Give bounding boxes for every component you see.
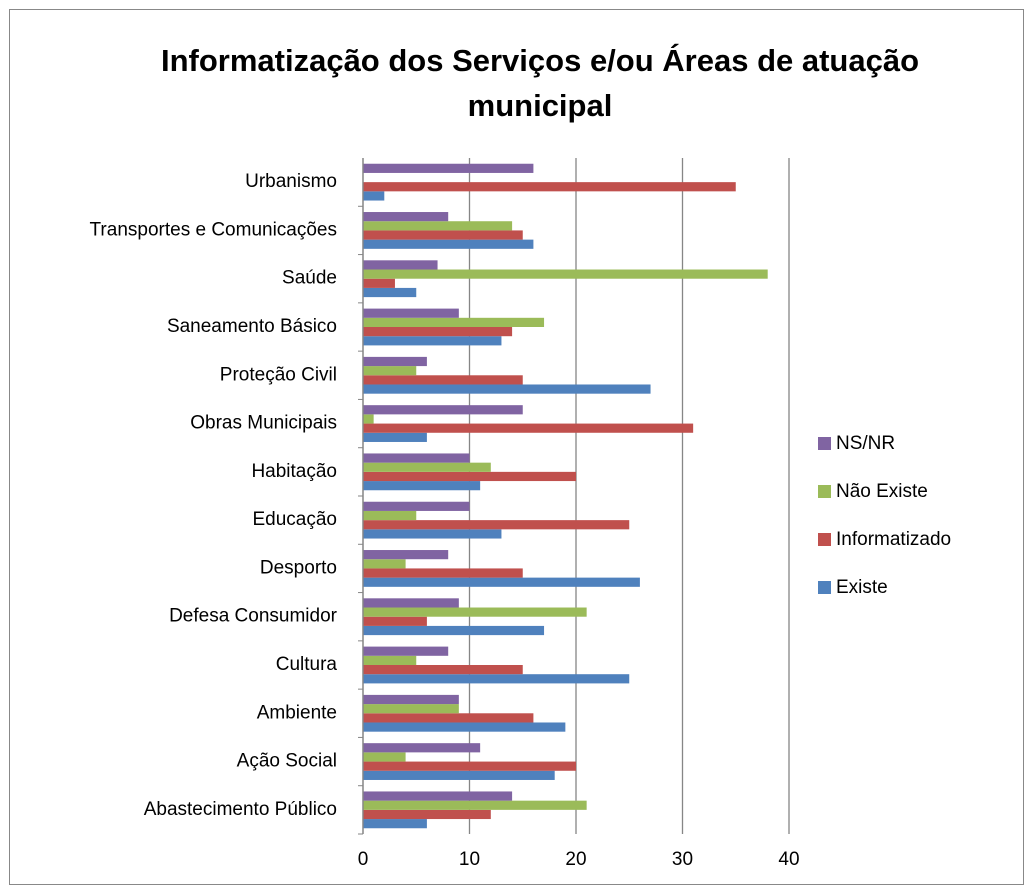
bar — [363, 770, 555, 780]
bar — [363, 520, 630, 530]
legend-swatch — [818, 581, 831, 594]
y-tick-label: Abastecimento Público — [144, 799, 337, 820]
bar — [363, 384, 651, 394]
bar — [363, 791, 513, 801]
bar — [363, 212, 449, 222]
y-tick-label: Obras Municipais — [190, 413, 337, 434]
bar — [363, 529, 502, 539]
bar — [363, 501, 470, 511]
bar — [363, 462, 491, 472]
y-tick-label: Saneamento Básico — [167, 316, 337, 337]
bar — [363, 694, 459, 705]
legend-label: NS/NR — [836, 433, 895, 454]
x-tick-label: 40 — [778, 849, 799, 870]
bar — [363, 674, 630, 684]
bar — [363, 800, 587, 810]
bar — [363, 269, 768, 279]
bar — [363, 577, 640, 587]
x-tick-label: 0 — [358, 849, 369, 870]
y-tick-label: Cultura — [276, 654, 338, 675]
bar — [363, 260, 438, 270]
bar — [363, 761, 576, 771]
y-tick-label: Ambiente — [257, 702, 337, 723]
bar — [363, 230, 523, 240]
bar — [363, 308, 459, 318]
y-tick-label: Habitação — [251, 461, 337, 482]
bar — [363, 191, 385, 201]
legend-label: Não Existe — [836, 481, 928, 502]
bar — [363, 471, 576, 482]
legend-label: Informatizado — [836, 529, 951, 550]
y-tick-label: Desporto — [260, 557, 337, 578]
bar — [363, 414, 374, 424]
bar — [363, 317, 545, 327]
chart-title: Informatização dos Serviços e/ou Áreas d… — [160, 43, 920, 123]
bar — [363, 607, 587, 617]
chart-border — [9, 9, 1024, 885]
x-tick-label: 20 — [565, 849, 586, 870]
bar — [363, 559, 406, 569]
y-tick-label: Saúde — [282, 268, 337, 289]
bar — [363, 704, 459, 714]
bar — [363, 375, 523, 385]
bar — [363, 722, 566, 732]
x-tick-label: 30 — [672, 849, 693, 870]
bar — [363, 568, 523, 578]
x-tick-label: 10 — [459, 849, 480, 870]
bar — [363, 550, 449, 560]
bar — [363, 752, 406, 762]
bar — [363, 481, 481, 491]
bar — [363, 510, 417, 521]
bar — [363, 239, 534, 249]
legend-label: Existe — [836, 577, 888, 598]
bar — [363, 713, 534, 723]
legend-swatch — [818, 485, 831, 498]
bar — [363, 423, 694, 433]
bar — [363, 453, 470, 463]
bar — [363, 405, 523, 415]
bar — [363, 327, 513, 337]
bar — [363, 336, 502, 346]
bar — [363, 665, 523, 675]
bar — [363, 287, 417, 298]
y-tick-label: Urbanismo — [245, 171, 337, 192]
bar — [363, 625, 545, 636]
bar — [363, 616, 427, 626]
bar — [363, 646, 449, 656]
bar — [363, 432, 427, 442]
bar — [363, 598, 459, 608]
bar — [363, 356, 427, 367]
y-tick-label: Defesa Consumidor — [169, 606, 338, 627]
bar — [363, 819, 427, 829]
y-tick-label: Transportes e Comunicações — [90, 219, 337, 240]
bar — [363, 655, 417, 665]
legend-swatch — [818, 437, 831, 450]
bar — [363, 278, 395, 288]
y-tick-label: Proteção Civil — [220, 364, 337, 385]
bar — [363, 182, 736, 192]
bar — [363, 809, 491, 820]
y-tick-label: Educação — [252, 509, 337, 530]
bar — [363, 163, 534, 173]
legend-swatch — [818, 533, 831, 546]
bar — [363, 221, 513, 231]
bar — [363, 743, 481, 753]
y-tick-label: Ação Social — [237, 751, 337, 772]
bar — [363, 366, 417, 376]
